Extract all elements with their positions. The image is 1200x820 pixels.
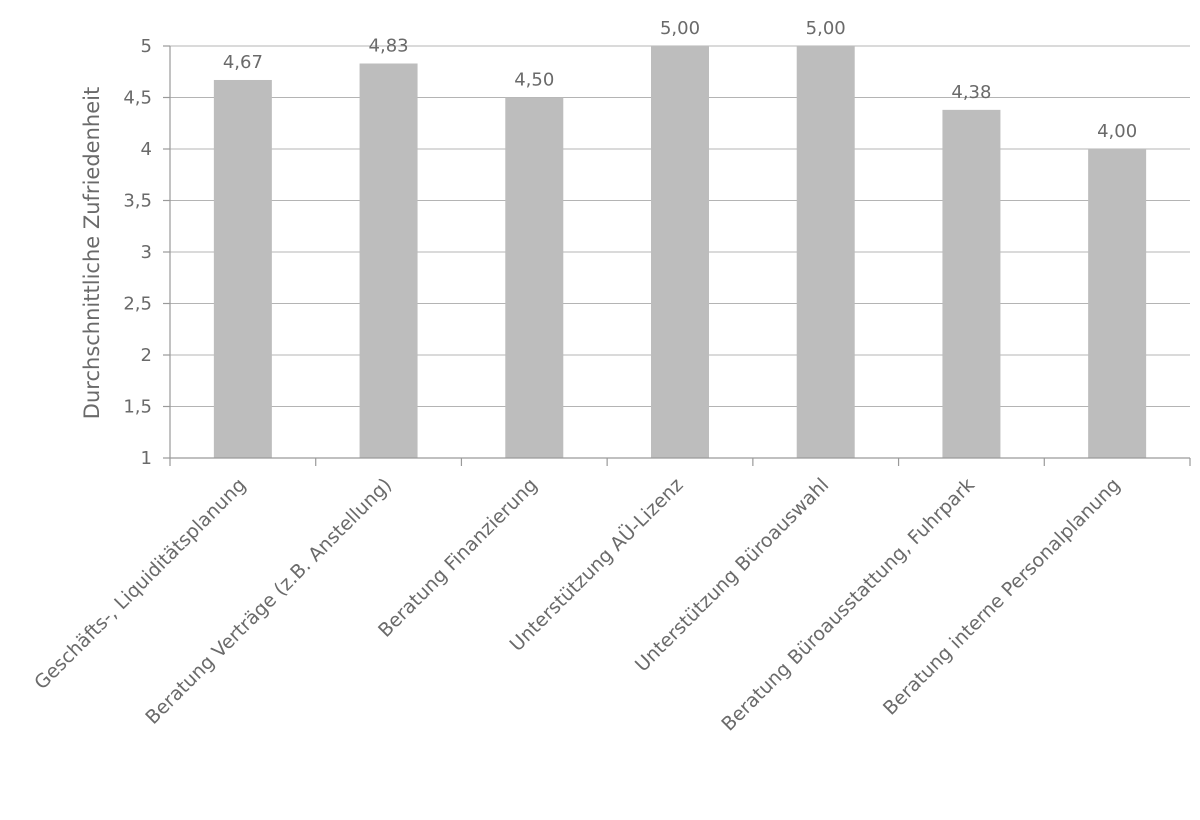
x-tick-label: Beratung Verträge (z.B. Anstellung) [141,474,396,729]
y-axis-label: Durchschnittliche Zufriedenheit [80,87,104,419]
data-label: 5,00 [806,18,846,39]
y-tick-label: 3,5 [123,191,152,212]
data-label: 5,00 [660,18,700,39]
y-tick-label: 3 [141,242,152,263]
data-label: 4,67 [223,52,263,73]
data-label: 4,83 [369,36,409,57]
y-tick-label: 2,5 [123,294,152,315]
x-tick-label: Beratung Finanzierung [374,474,542,642]
y-tick-label: 4,5 [123,88,152,109]
bar [651,46,709,458]
data-label: 4,00 [1097,121,1137,142]
data-label: 4,50 [514,70,554,91]
axes [163,45,1191,466]
bar [796,46,855,458]
x-tick-label: Unterstützung AÜ-Lizenz [505,473,688,656]
bar [359,63,418,458]
x-tick-label: Beratung Büroausstattung, Fuhrpark [717,474,979,736]
bar [1088,149,1147,458]
y-tick-label: 1 [141,448,152,469]
bar [942,109,1001,459]
data-label: 4,38 [951,82,991,103]
y-tick-label: 2 [141,345,152,366]
y-tick-label: 4 [141,139,152,160]
x-tick-label: Beratung interne Personalplanung [879,474,1125,720]
bar [213,79,272,459]
bars [213,46,1147,459]
y-tick-label: 5 [141,36,152,57]
y-tick-label: 1,5 [123,397,152,418]
bar [505,97,564,458]
